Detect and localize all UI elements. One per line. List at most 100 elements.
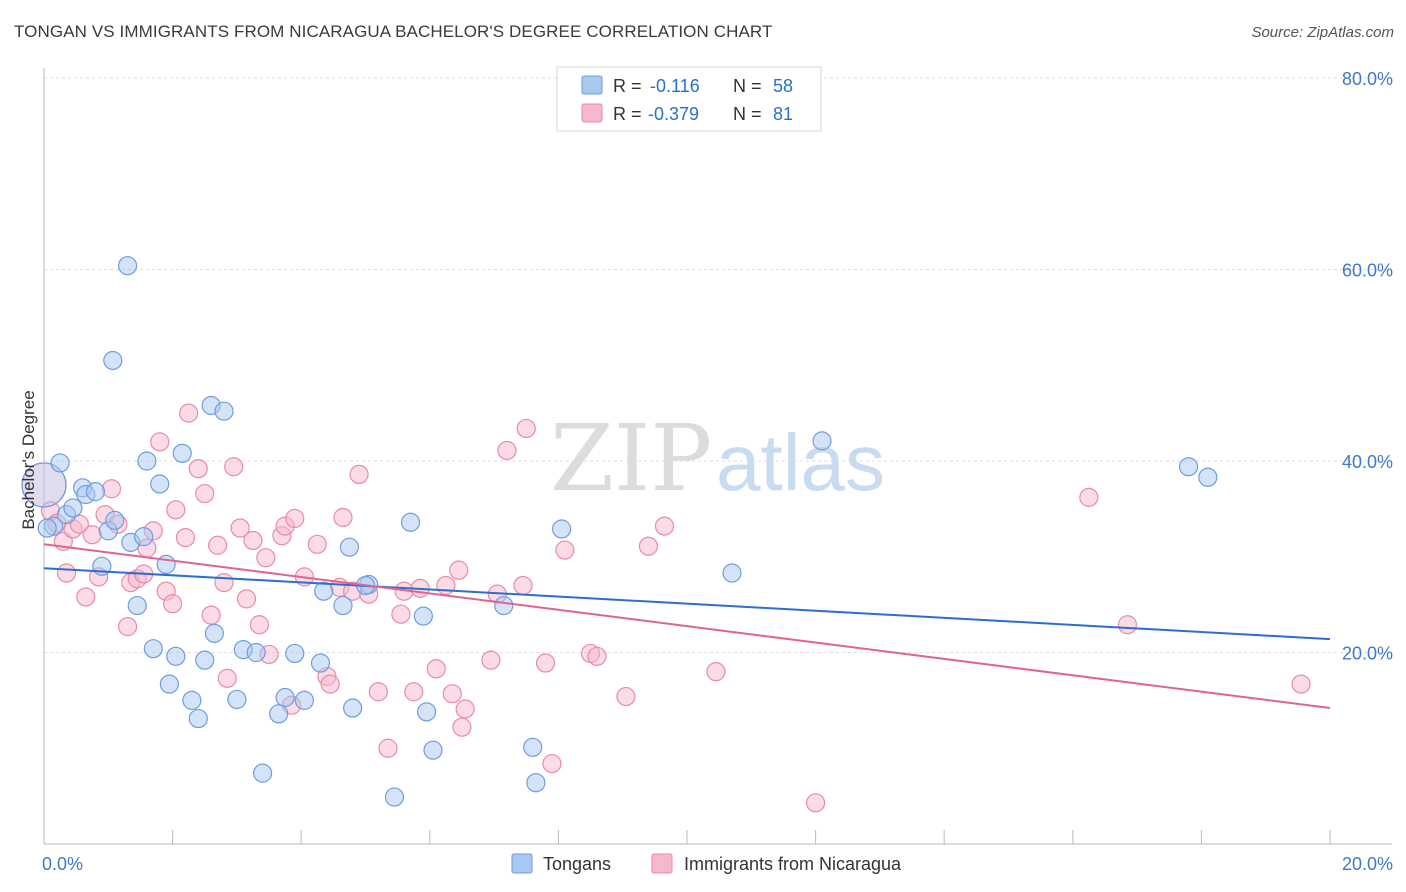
tongans-point — [143, 639, 163, 659]
nicaragua-point — [1291, 674, 1311, 694]
tick-labels: 20.0% 40.0% 60.0% 80.0% 0.0% 20.0% — [42, 69, 1393, 874]
tongans-point — [294, 690, 315, 710]
tongans-point — [423, 740, 443, 760]
tongans-point — [37, 518, 57, 538]
tongans-point — [400, 512, 421, 532]
tongans-point — [413, 606, 433, 626]
nicaragua-point — [150, 432, 170, 452]
nicaragua-point — [179, 403, 199, 423]
nicaragua-point — [188, 459, 208, 479]
nicaragua-point — [82, 525, 102, 545]
nicaragua-point — [320, 674, 340, 694]
tongans-trend-line — [43, 567, 1331, 641]
bottom-legend-tongans: Tongans — [543, 854, 611, 874]
nicaragua-point — [214, 573, 234, 593]
legend-r-label-2: R = — [613, 104, 642, 124]
tongans-point — [494, 595, 514, 616]
legend-n-value-1: 58 — [773, 76, 793, 96]
bottom-swatch-tongans — [511, 853, 533, 874]
tongans-point — [172, 443, 192, 463]
tongans-point — [21, 462, 67, 508]
tongans-point — [188, 708, 208, 729]
nicaragua-point — [166, 500, 186, 520]
nicaragua-point — [117, 617, 138, 637]
nicaragua-point — [76, 587, 96, 607]
nicaragua-point — [368, 682, 388, 702]
tongans-point — [117, 256, 138, 276]
tongans-point — [275, 687, 295, 708]
correlation-legend: R = -0.116 N = 58 R = -0.379 N = 81 — [556, 66, 822, 132]
y-tick-label-3: 80.0% — [1342, 69, 1393, 89]
tongans-point — [310, 653, 331, 673]
nicaragua-point — [163, 594, 183, 614]
tongans-point — [1198, 467, 1218, 487]
tongans-points — [21, 256, 1218, 807]
nicaragua-point — [195, 483, 215, 504]
watermark-atlas: atlas — [716, 418, 885, 507]
nicaragua-point — [442, 684, 462, 704]
nicaragua-point — [243, 530, 263, 551]
nicaragua-point — [805, 793, 826, 813]
nicaragua-point — [56, 563, 77, 583]
tongans-point — [103, 350, 123, 371]
nicaragua-point — [201, 605, 221, 625]
tongans-point — [269, 704, 289, 724]
tongans-point — [523, 737, 543, 757]
tongans-point — [182, 690, 202, 710]
tongans-point — [85, 482, 106, 502]
nicaragua-point — [333, 507, 353, 528]
tongans-point — [134, 527, 154, 547]
tongans-point — [339, 537, 360, 557]
nicaragua-point — [587, 646, 607, 666]
tongans-point — [204, 623, 224, 643]
nicaragua-point — [426, 659, 446, 679]
legend-swatch-tongans — [581, 75, 603, 95]
tongans-point — [159, 674, 179, 694]
source-label: Source: ZipAtlas.com — [1251, 24, 1394, 41]
y-tick-label-1: 40.0% — [1342, 452, 1393, 472]
nicaragua-point — [516, 418, 536, 439]
nicaragua-point — [217, 668, 237, 688]
nicaragua-point — [455, 699, 475, 719]
legend-r-value-2: -0.379 — [648, 104, 699, 124]
nicaragua-point — [535, 653, 556, 673]
tongans-point — [50, 453, 70, 473]
nicaragua-point — [285, 508, 305, 529]
nicaragua-point — [706, 662, 726, 682]
tongans-point — [343, 698, 363, 718]
axes — [43, 68, 1392, 845]
tongans-point — [166, 646, 186, 666]
nicaragua-point — [175, 527, 196, 548]
nicaragua-point — [436, 575, 456, 596]
tongans-point — [137, 451, 157, 471]
tongans-point — [246, 642, 266, 663]
tongans-point — [722, 563, 742, 583]
x-tick-label-max: 20.0% — [1342, 854, 1393, 874]
nicaragua-point — [349, 464, 369, 485]
nicaragua-point — [378, 738, 398, 758]
tongans-point — [384, 787, 405, 807]
nicaragua-point — [101, 479, 122, 499]
trend-lines — [43, 543, 1331, 710]
nicaragua-point — [449, 560, 469, 580]
nicaragua-point — [513, 575, 533, 596]
tongans-point — [333, 595, 353, 616]
nicaragua-point — [404, 682, 424, 702]
tongans-point — [63, 498, 83, 518]
tongans-point — [552, 519, 572, 539]
y-axis-label: Bachelor's Degree — [19, 390, 38, 529]
tongans-point — [105, 510, 125, 530]
grid-lines — [44, 77, 1392, 653]
tongans-point — [812, 431, 832, 451]
legend-r-label-1: R = — [613, 76, 642, 96]
nicaragua-point — [249, 615, 270, 635]
bottom-swatch-nicaragua — [651, 853, 673, 874]
legend-r-value-1: -0.116 — [650, 76, 700, 96]
nicaragua-point — [1079, 487, 1099, 507]
legend-swatch-nicaragua — [581, 103, 603, 123]
nicaragua-point — [638, 536, 659, 556]
nicaragua-point — [208, 535, 228, 555]
nicaragua-point — [555, 540, 575, 560]
nicaragua-point — [224, 457, 244, 477]
